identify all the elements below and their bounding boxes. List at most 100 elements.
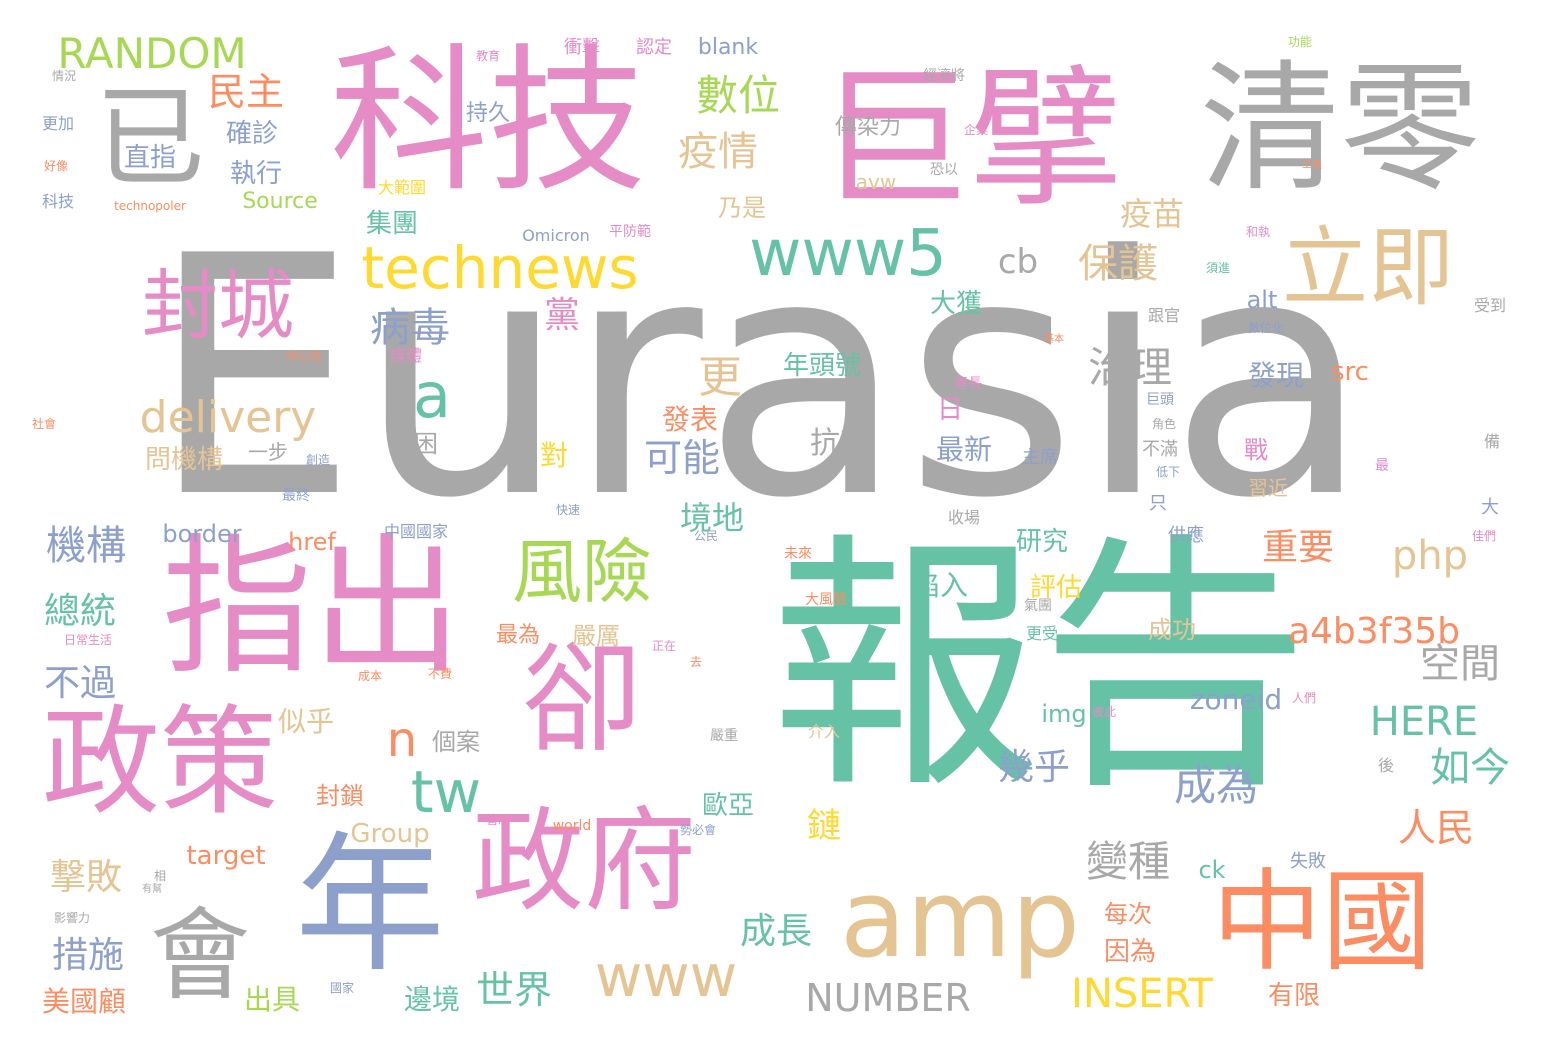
word-cloud-word: a4b3f35b [1287,611,1461,652]
word-cloud-word: 媒體 [389,346,423,365]
word-cloud-word: 傳染力 [834,115,902,140]
word-cloud-word: 創造 [305,453,331,467]
word-cloud-word: 正在 [651,639,677,653]
word-cloud-word: 持久 [465,101,511,126]
word-cloud-word: 可能 [643,436,721,480]
word-cloud-word: 疫苗 [1119,195,1185,233]
word-cloud-word: 大獲 [929,289,983,319]
word-cloud-word: technopoler [114,199,186,213]
word-cloud-word: 治理 [1087,343,1173,392]
word-cloud-word: 個案 [432,728,480,756]
word-cloud-word: 直指 [123,143,177,173]
word-cloud-word: 最 [1375,458,1389,474]
word-cloud-word: a [413,359,451,432]
word-cloud-word: 須進 [1205,261,1231,275]
word-cloud-word: 黨 [543,295,581,336]
word-cloud-word: 執行 [229,159,283,189]
word-cloud-word: 研究 [1015,527,1069,557]
word-cloud-word: 邊境 [403,983,461,1016]
word-cloud-word: 認定 [636,37,672,58]
word-cloud-word: alt [1246,286,1278,314]
word-cloud-word: 彼此 [1091,705,1117,719]
word-cloud-word: 未來 [784,546,812,562]
word-cloud-word: 評估 [1029,573,1083,603]
word-cloud-word: 大風險 [805,592,847,608]
word-cloud-word: 勢必會 [679,823,717,837]
word-cloud-word: 最終 [282,488,310,504]
word-cloud-word: 工具 [1302,160,1322,171]
word-cloud-word: 封鎖 [316,782,364,810]
word-cloud-word: 低下 [1155,465,1181,479]
word-cloud-word: 機構 [46,523,126,569]
word-cloud-word: 巨頭 [1146,392,1174,408]
word-cloud-word: 好像 [43,159,69,173]
word-cloud-word: 教育 [475,49,501,63]
word-cloud-word: 對 [539,439,569,472]
word-cloud-word: RANDOM [57,29,247,78]
word-cloud-word: 鏈 [807,806,841,846]
word-cloud-word: avw [855,170,897,194]
word-cloud-word: world [552,818,592,834]
word-cloud-word: 清零 [1199,48,1481,211]
word-cloud-word: 習近 [1248,476,1288,500]
word-cloud-word: 日 [936,395,964,425]
word-cloud-word: 介入 [807,722,841,741]
word-cloud-word: 幾乎 [997,747,1071,788]
word-cloud-word: 成本 [357,669,383,683]
word-cloud-word: 每次 [1104,900,1152,928]
word-cloud-word: 經濟將 [923,68,965,84]
word-cloud-word: 更受 [1025,624,1059,643]
word-cloud-word: INSERT [1071,971,1213,1017]
word-cloud-word: 不過 [43,663,117,704]
word-cloud-word: 戰 [1244,436,1268,464]
word-cloud-word: 乃是 [718,194,766,222]
word-cloud-word: 民主 [207,70,285,114]
word-cloud-word: border [162,520,242,548]
word-cloud-word: 中國 [1212,858,1432,986]
word-cloud-word: 總統 [43,591,117,632]
word-cloud-word: 最為 [495,623,541,648]
word-cloud-word: href [288,528,336,556]
word-cloud-word: Eurasia [149,186,1371,570]
word-cloud-word: 去 [689,655,703,669]
word-cloud-word: 美國顧 [41,985,127,1018]
word-cloud-word: 有限 [1267,981,1321,1011]
word-cloud-word: target [186,841,266,871]
word-cloud-word: 政策 [41,693,279,831]
word-cloud-word: 成功 [1148,616,1196,644]
word-cloud-word: 後 [1377,756,1395,775]
word-cloud-word: 恐以 [930,162,958,178]
word-cloud-word: 人民 [1397,806,1475,850]
word-cloud-word: 佳們 [1471,529,1497,543]
word-cloud-word: 抗高 [810,426,870,461]
word-cloud-word: 人們 [1291,691,1317,705]
word-cloud-word: 大 [1481,497,1499,518]
word-cloud-word: 年 [294,819,446,993]
word-cloud-word: 最新 [935,433,993,466]
word-cloud-word: 社會 [31,417,57,431]
word-cloud-word: 數位化 [1247,321,1285,335]
word-cloud-word: 不滿 [1142,439,1178,460]
word-cloud-word: technews [361,234,639,302]
word-cloud-word: 封城 [142,261,294,350]
word-cloud-word: 成長 [739,911,813,952]
word-cloud-word: 保護 [1078,241,1158,287]
word-cloud-word: 科技 [330,30,646,214]
word-cloud-word: 更加 [41,114,75,133]
word-cloud-word: 科技 [41,192,75,211]
word-cloud-word: 基本 [1044,334,1064,345]
word-cloud-word: 變種 [1085,837,1171,886]
word-cloud-word: 如今 [1430,745,1510,791]
word-cloud-word: 艱困 [390,430,438,458]
word-cloud-word: 措施 [51,935,125,976]
word-cloud-word: 國家 [329,981,355,995]
word-cloud-word: 和執 [1245,225,1271,239]
word-cloud-word: cb [997,242,1039,282]
word-cloud-word: 卻 [522,630,642,769]
word-cloud-word: 問機構 [144,445,224,475]
word-cloud-word: 指出 [161,521,463,695]
word-cloud-word: 管制 [485,813,511,827]
word-cloud-word: 公民 [693,529,719,543]
word-cloud-word: zoneid [1189,683,1283,716]
word-cloud-word: 收場 [947,508,981,527]
